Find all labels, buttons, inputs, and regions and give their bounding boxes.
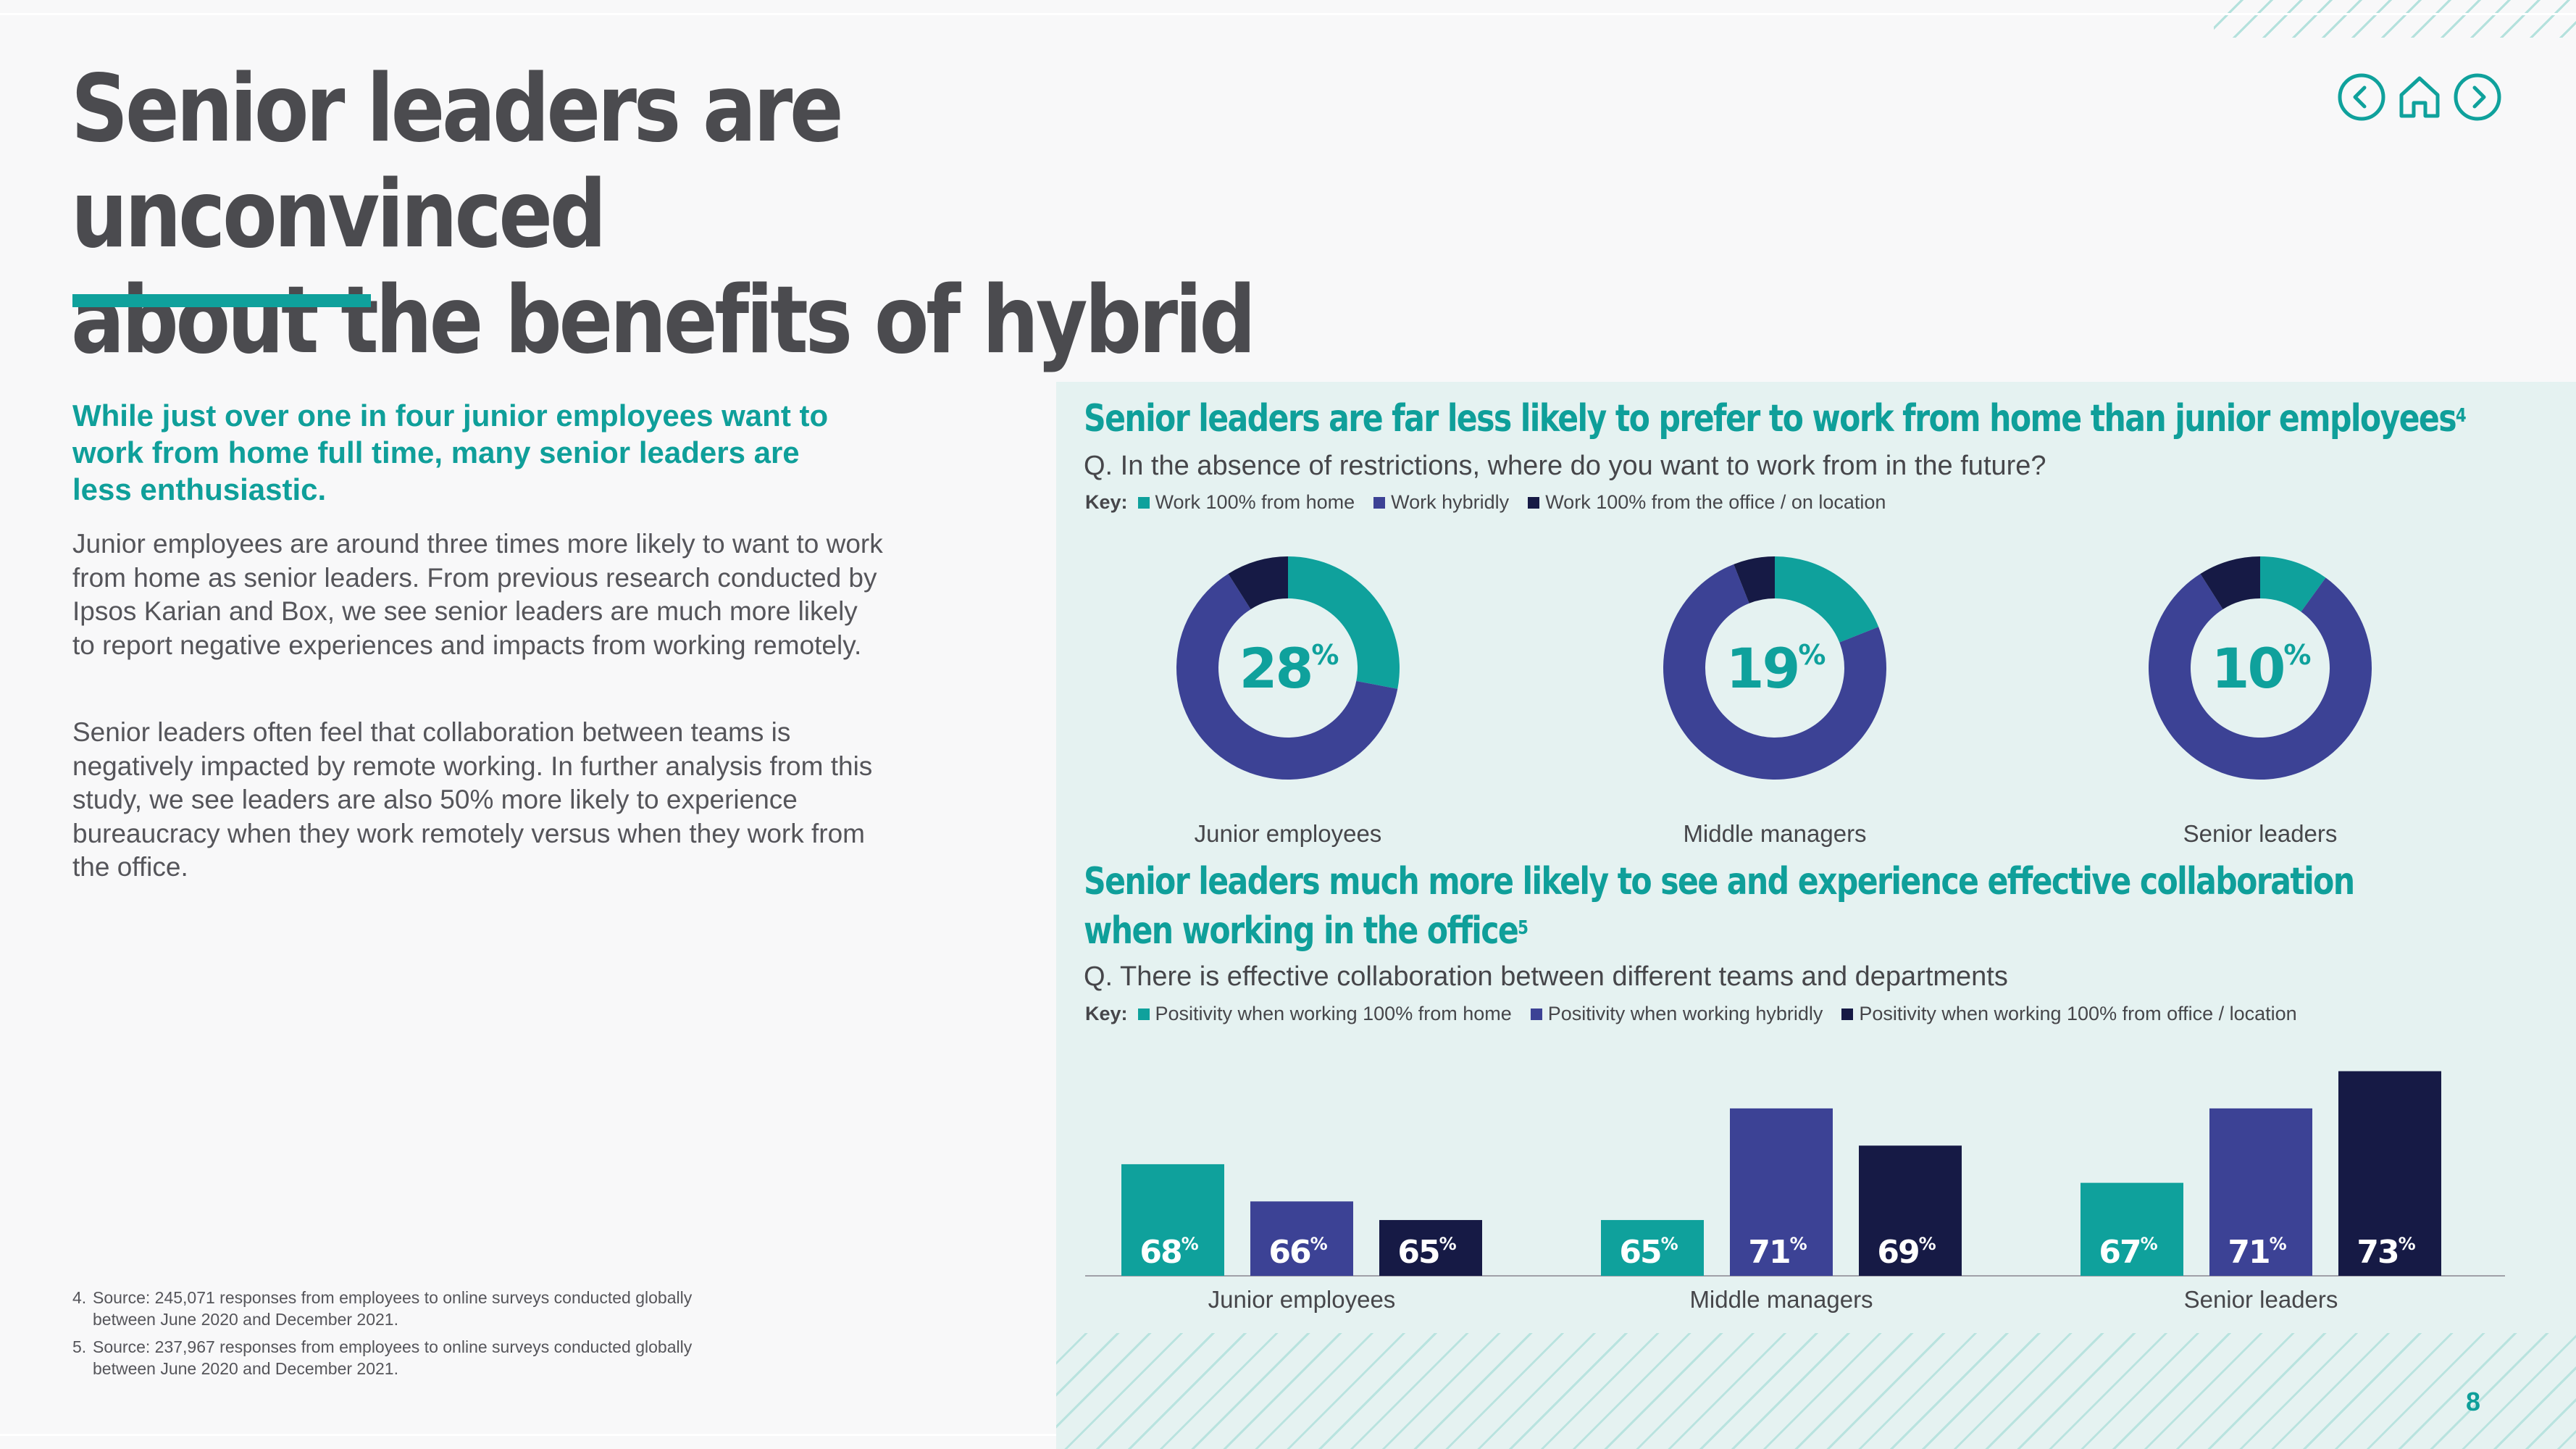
body-paragraph-2: Senior leaders often feel that collabora… [72, 717, 873, 882]
page-title: Senior leaders are unconvinced about the… [71, 55, 1256, 375]
footnote-text: Source: 237,967 responses from employees… [93, 1337, 693, 1378]
footnote-ref-4: 4 [2455, 405, 2467, 427]
footnote-ref-5: 5 [1518, 917, 1529, 939]
footnotes: 4. Source: 245,071 responses from employ… [72, 1287, 724, 1385]
chevron-left-icon[interactable] [2337, 72, 2386, 122]
donut-slice-senior-leaders-work-hybridly [2149, 573, 2372, 780]
bar-section-title-line1: Senior leaders much more likely to see a… [1084, 860, 2355, 903]
donut-slice-junior-employees-work-100-from-the-office-on-location [1228, 556, 1288, 609]
donut-slice-middle-managers-work-100-from-the-office-on-location [1734, 556, 1775, 604]
donut-section-title-text: Senior leaders are far less likely to pr… [1084, 397, 2457, 440]
donut-legend: Key: Work 100% from home Work hybridly W… [1085, 491, 1904, 514]
donut-question: Q. In the absence of restrictions, where… [1084, 451, 2046, 481]
donut-slice-junior-employees-work-100-from-home [1288, 556, 1400, 689]
footnote-5: 5. Source: 237,967 responses from employ… [72, 1336, 724, 1379]
top-hatch-decoration [2214, 0, 2576, 38]
bar-section-title: Senior leaders much more likely to see a… [1084, 857, 2355, 956]
bar-legend: Key: Positivity when working 100% from h… [1085, 1003, 2316, 1025]
title-underline [72, 294, 371, 307]
legend-item-home: Work 100% from home [1137, 491, 1355, 514]
donut-category-label: Middle managers [1683, 820, 1866, 847]
donut-center-value: 10% [2212, 636, 2311, 701]
donut-slice-senior-leaders-work-100-from-home [2260, 556, 2326, 612]
bar-value-label: 65% [1619, 1234, 1678, 1271]
donut-center-value: 28% [1239, 636, 1339, 701]
legend-key-label: Key: [1085, 1003, 1128, 1024]
page-number: 8 [2466, 1387, 2481, 1416]
bar-middle-managers-positivity-when-working-hybridly [1730, 1108, 1833, 1276]
nav-controls [2337, 72, 2502, 122]
bar-question: Q. There is effective collaboration betw… [1084, 961, 2008, 992]
donut-category-label: Junior employees [1195, 820, 1382, 847]
page-title-line1: Senior leaders are unconvinced [71, 55, 844, 269]
donut-center-value: 19% [1726, 636, 1826, 701]
bar-category-label: Senior leaders [2184, 1286, 2338, 1313]
bar-middle-managers-positivity-when-working-100-from-office-location [1859, 1145, 1962, 1276]
frame-line-top [0, 13, 2576, 15]
bar-senior-leaders-positivity-when-working-hybridly [2209, 1108, 2312, 1276]
home-icon[interactable] [2395, 72, 2444, 122]
bar-junior-employees-positivity-when-working-100-from-home [1121, 1164, 1224, 1276]
donut-category-label: Senior leaders [2183, 820, 2338, 847]
footnote-4: 4. Source: 245,071 responses from employ… [72, 1287, 724, 1330]
footnote-text: Source: 245,071 responses from employees… [93, 1288, 693, 1329]
bar-senior-leaders-positivity-when-working-100-from-office-location [2338, 1071, 2441, 1276]
bar-section-title-line2: when working in the office [1084, 909, 1519, 953]
bar-junior-employees-positivity-when-working-100-from-office-location [1379, 1219, 1482, 1276]
legend-item-office: Work 100% from the office / on location [1528, 491, 1886, 514]
legend-item-home: Positivity when working 100% from home [1137, 1003, 1512, 1025]
footnote-number: 4. [72, 1288, 87, 1307]
bar-value-label: 71% [1748, 1234, 1807, 1271]
legend-key-label: Key: [1085, 491, 1128, 513]
chevron-right-icon[interactable] [2453, 72, 2502, 122]
legend-item-hybrid: Work hybridly [1373, 491, 1509, 514]
bar-junior-employees-positivity-when-working-hybridly [1250, 1201, 1353, 1276]
bar-middle-managers-positivity-when-working-100-from-home [1601, 1219, 1704, 1276]
legend-item-hybrid: Positivity when working hybridly [1530, 1003, 1823, 1025]
donut-section-title: Senior leaders are far less likely to pr… [1084, 394, 2467, 443]
footnote-number: 5. [72, 1337, 87, 1356]
donut-slice-middle-managers-work-hybridly [1663, 564, 1886, 780]
bar-senior-leaders-positivity-when-working-100-from-home [2081, 1182, 2183, 1276]
page-title-line2: about the benefits of hybrid [71, 267, 1256, 375]
bar-value-label: 66% [1268, 1234, 1327, 1271]
donut-slice-junior-employees-work-hybridly [1176, 573, 1398, 780]
donut-slice-senior-leaders-work-100-from-the-office-on-location [2200, 556, 2260, 609]
lead-paragraph: While just over one in four junior emplo… [72, 398, 829, 506]
bar-category-label: Junior employees [1208, 1286, 1396, 1313]
legend-item-office: Positivity when working 100% from office… [1841, 1003, 2297, 1025]
bar-category-label: Middle managers [1689, 1286, 1873, 1313]
donut-charts: 28% Junior employees 19% Middle managers 10%… [1176, 556, 2372, 847]
body-paragraph-1: Junior employees are around three times … [72, 529, 883, 660]
donut-slice-middle-managers-work-100-from-home [1775, 556, 1879, 643]
panel-hatch-decoration [1056, 1333, 2576, 1449]
